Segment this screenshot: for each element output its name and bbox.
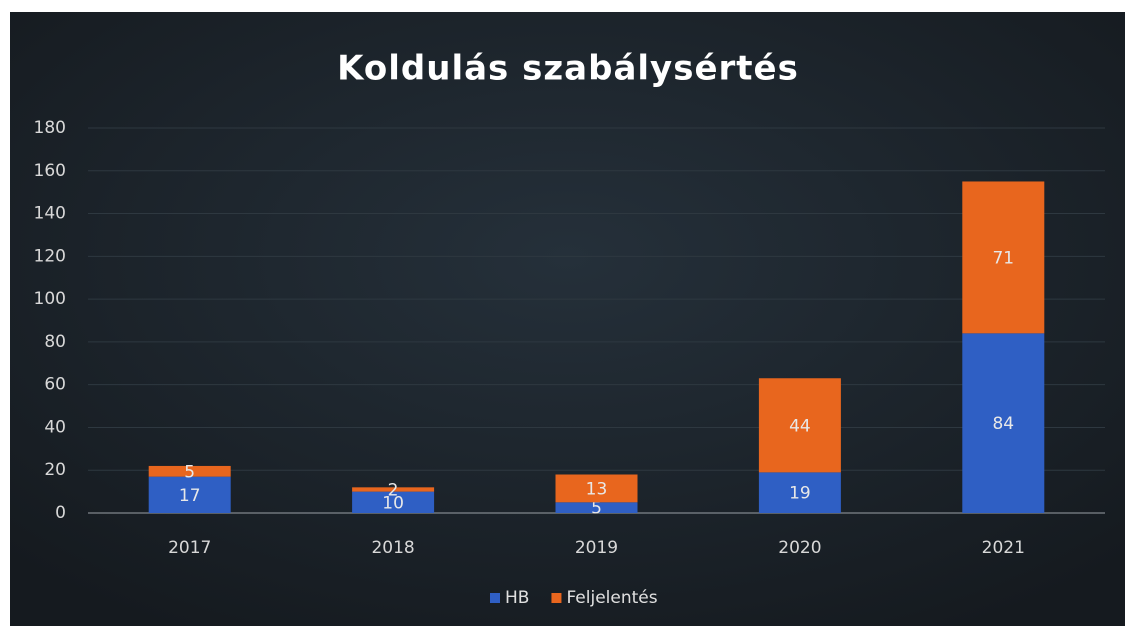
bar	[962, 181, 1045, 334]
data-label: 71	[992, 248, 1014, 268]
data-label: 19	[789, 484, 811, 504]
y-tick-label: 160	[34, 161, 66, 181]
legend-swatch	[551, 593, 562, 603]
bar	[148, 465, 231, 477]
data-label: 2	[388, 480, 399, 500]
y-tick-label: 40	[44, 417, 66, 437]
bar	[758, 472, 841, 513]
x-tick-label: 2021	[982, 538, 1025, 558]
x-tick-label: 2017	[168, 538, 211, 558]
bar	[555, 474, 638, 503]
bar	[962, 333, 1045, 513]
y-tick-label: 80	[44, 332, 66, 352]
y-tick-label: 100	[34, 289, 66, 309]
x-tick-label: 2020	[778, 538, 821, 558]
y-tick-label: 60	[44, 375, 66, 395]
data-label: 10	[382, 493, 404, 513]
data-label: 13	[586, 479, 608, 499]
bar	[758, 378, 841, 473]
data-label: 17	[179, 486, 201, 506]
y-tick-label: 140	[34, 204, 66, 224]
y-tick-label: 180	[34, 118, 66, 138]
bar	[352, 491, 435, 513]
y-tick-label: 120	[34, 246, 66, 266]
chart-background	[10, 12, 1125, 626]
bar	[352, 487, 435, 492]
chart-title: Koldulás szabálysértés	[337, 49, 799, 89]
bar	[555, 502, 638, 513]
legend-swatch	[490, 593, 500, 603]
data-label: 5	[184, 462, 195, 482]
y-tick-label: 20	[44, 460, 66, 480]
bar	[148, 476, 231, 513]
data-label: 5	[591, 499, 602, 519]
legend-label: HB	[505, 588, 529, 608]
y-tick-label: 0	[55, 503, 66, 523]
data-label: 84	[992, 414, 1014, 434]
legend-label: Feljelentés	[566, 588, 657, 608]
x-tick-label: 2018	[371, 538, 414, 558]
data-label: 44	[789, 416, 811, 436]
x-tick-label: 2019	[575, 538, 618, 558]
